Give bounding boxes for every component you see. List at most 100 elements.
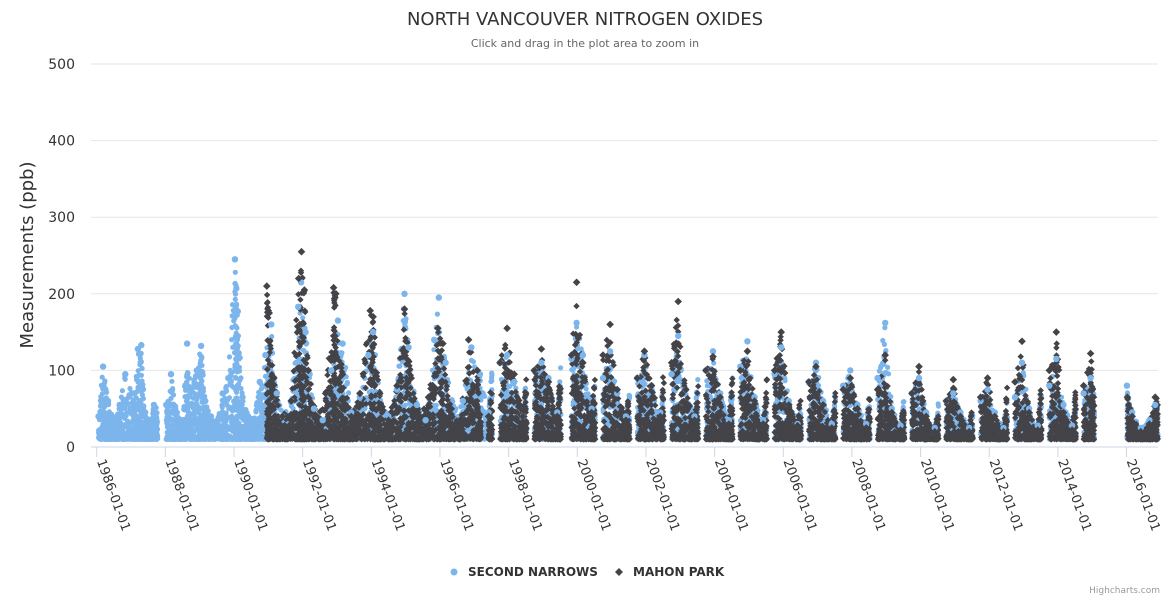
texture-point: [232, 296, 238, 302]
texture-point: [141, 386, 147, 392]
texture-point: [627, 393, 633, 399]
texture-point: [136, 350, 142, 357]
texture-point: [236, 350, 242, 356]
y-tick-label: 400: [48, 134, 75, 150]
y-tick-label: 500: [48, 57, 75, 73]
texture-point: [482, 393, 488, 399]
texture-point: [126, 433, 133, 440]
texture-point: [135, 368, 141, 374]
y-tick-label: 100: [48, 363, 75, 379]
texture-point: [434, 311, 440, 317]
texture-point: [188, 413, 195, 419]
texture-point: [169, 429, 175, 435]
texture-point: [139, 378, 145, 384]
texture-point: [396, 363, 402, 369]
texture-point: [185, 413, 191, 419]
texture-point: [236, 364, 242, 370]
texture-point: [232, 280, 238, 286]
texture-point: [253, 407, 259, 413]
texture-point: [233, 389, 240, 395]
texture-point: [125, 395, 131, 401]
texture-point: [132, 419, 138, 425]
texture-point: [168, 389, 174, 395]
grid-lines: [91, 63, 1158, 448]
texture-point: [169, 416, 175, 422]
y-axis-ticks: 0 100 200 300 400 500: [48, 57, 75, 456]
texture-point: [105, 421, 111, 427]
texture-point: [141, 403, 147, 409]
texture-point: [220, 413, 226, 419]
texture-point: [235, 343, 241, 349]
texture-point: [236, 381, 242, 387]
texture-point: [191, 380, 197, 386]
y-tick-label: 300: [48, 210, 75, 226]
texture-point: [180, 427, 186, 433]
texture-point: [139, 365, 145, 372]
texture-point: [171, 405, 177, 411]
chart-title: NORTH VANCOUVER NITROGEN OXIDES: [407, 9, 763, 30]
texture-point: [235, 333, 241, 339]
texture-point: [185, 405, 191, 412]
texture-point: [96, 434, 102, 440]
texture-point: [118, 420, 124, 426]
texture-point: [234, 325, 240, 331]
texture-point: [194, 392, 201, 399]
texture-point: [232, 269, 238, 275]
texture-point: [189, 422, 195, 429]
texture-point: [227, 381, 234, 388]
texture-point: [227, 434, 233, 440]
texture-point: [135, 387, 141, 393]
texture-point: [200, 372, 206, 378]
texture-point: [126, 409, 132, 415]
texture-point: [220, 425, 226, 431]
texture-point: [154, 416, 160, 423]
texture-point: [226, 395, 232, 401]
texture-point: [199, 427, 205, 433]
texture-point: [138, 359, 144, 365]
texture-point: [185, 370, 191, 376]
texture-point: [199, 355, 205, 361]
texture-point: [169, 378, 175, 384]
texture-point: [489, 372, 495, 378]
texture-point: [180, 431, 186, 437]
texture-point: [238, 375, 244, 381]
texture-point: [258, 386, 264, 392]
y-tick-label: 0: [66, 440, 75, 456]
texture-point: [100, 408, 106, 414]
texture-point: [155, 433, 161, 439]
texture-point: [402, 318, 409, 325]
texture-point: [468, 357, 475, 363]
texture-point: [257, 397, 264, 403]
texture-point: [189, 417, 195, 423]
texture-point: [199, 378, 205, 384]
texture-point: [163, 417, 169, 423]
texture-point: [102, 380, 108, 386]
texture-point: [203, 410, 209, 416]
y-tick-label: 200: [48, 287, 75, 303]
texture-point: [200, 388, 206, 394]
texture-point: [117, 434, 123, 440]
texture-point: [238, 385, 244, 392]
texture-point: [122, 376, 128, 382]
texture-point: [257, 402, 263, 409]
texture-point: [135, 379, 141, 385]
texture-point: [119, 413, 125, 419]
texture-point: [232, 291, 239, 297]
texture-point: [240, 427, 246, 433]
texture-point: [642, 381, 648, 387]
texture-point: [489, 378, 495, 384]
texture-point: [215, 414, 221, 420]
texture-point: [164, 408, 170, 414]
texture-point: [346, 390, 352, 396]
texture-point: [138, 372, 144, 378]
texture-point: [235, 414, 241, 420]
texture-point: [105, 410, 111, 416]
texture-point: [219, 404, 225, 410]
texture-point: [234, 301, 240, 307]
texture-point: [257, 392, 263, 399]
texture-point: [123, 421, 129, 427]
texture-point: [223, 384, 229, 390]
texture-point: [151, 428, 157, 435]
